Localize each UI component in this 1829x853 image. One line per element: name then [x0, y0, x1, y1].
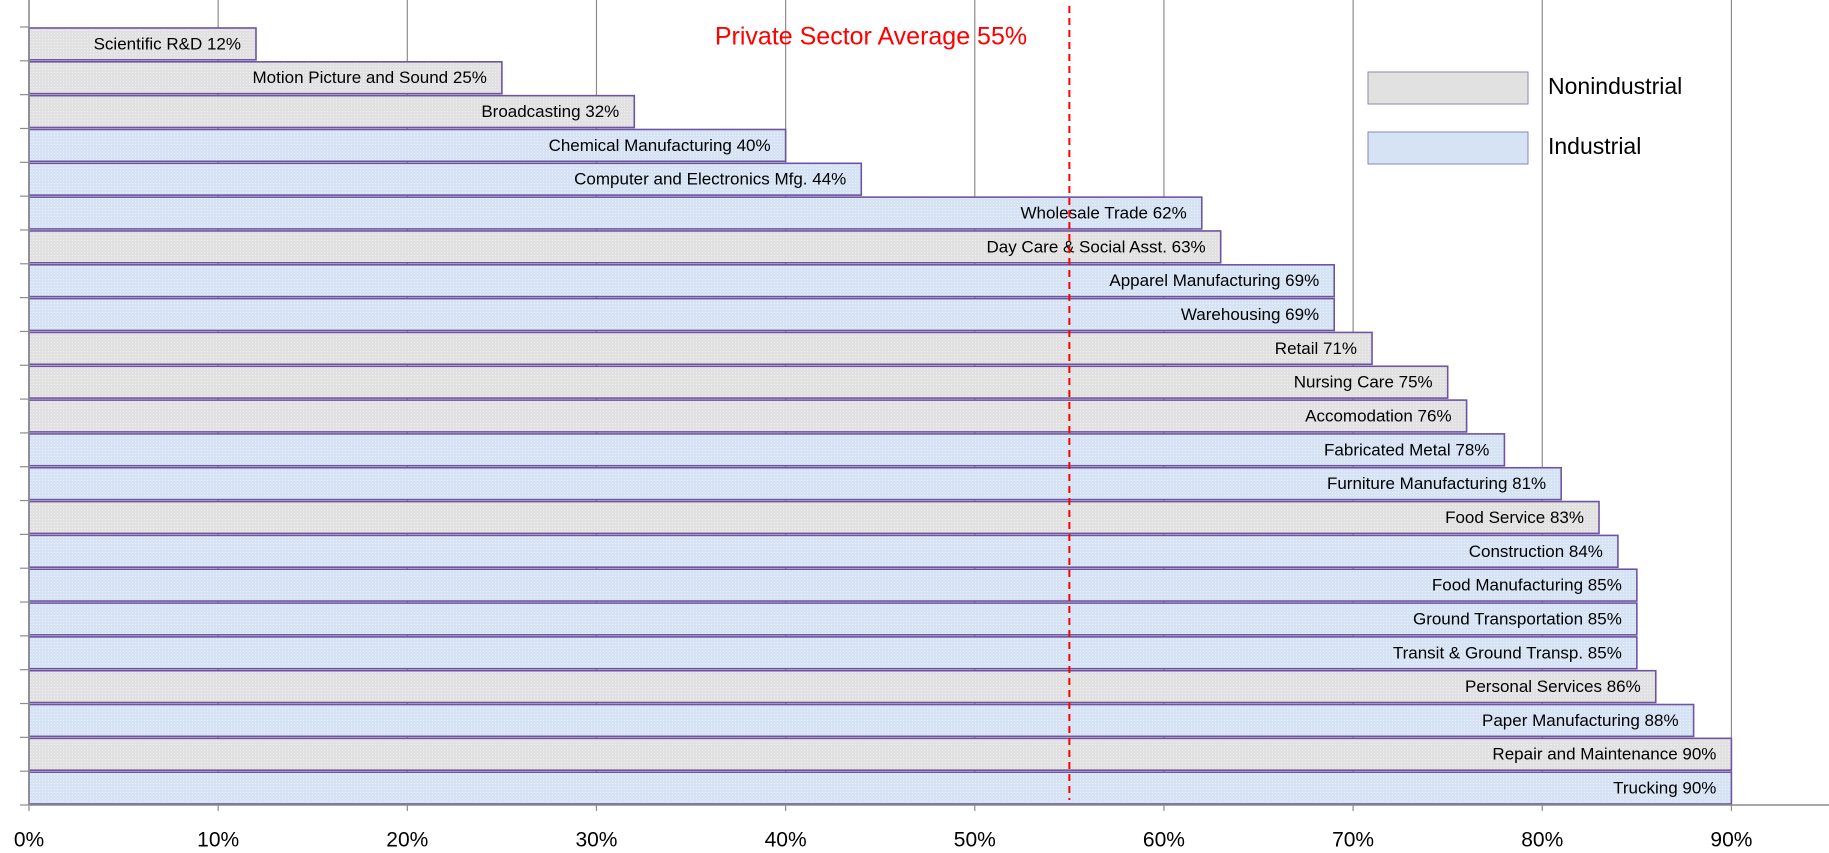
bar-label: Chemical Manufacturing 40%	[549, 136, 771, 155]
x-tick-label: 90%	[1710, 829, 1752, 852]
bar-texture	[29, 231, 1220, 262]
bar-label: Trucking 90%	[1613, 779, 1716, 798]
bar-label: Retail 71%	[1275, 339, 1357, 358]
bar-label: Day Care & Social Asst. 63%	[986, 237, 1205, 256]
legend-swatch	[1367, 71, 1529, 105]
bar-label: Nursing Care 75%	[1294, 373, 1433, 392]
bar-label: Personal Services 86%	[1465, 677, 1641, 696]
bar-label: Food Manufacturing 85%	[1432, 576, 1622, 595]
bar-texture	[29, 536, 1617, 567]
bar-texture	[29, 604, 1636, 634]
x-tick-label: 0%	[14, 829, 44, 852]
x-tick-label: 50%	[954, 829, 996, 852]
x-tick-label: 20%	[386, 829, 428, 852]
legend-label: Industrial	[1548, 133, 1641, 159]
bar-label: Repair and Maintenance 90%	[1492, 745, 1716, 764]
bar-texture	[29, 637, 1636, 668]
bar-texture	[29, 468, 1561, 499]
x-tick-label: 80%	[1521, 829, 1563, 852]
bar-label: Computer and Electronics Mfg. 44%	[574, 170, 846, 189]
bar-label: Fabricated Metal 78%	[1324, 440, 1489, 459]
reference-label: Private Sector Average 55%	[715, 23, 1027, 51]
x-tick-label: 60%	[1143, 829, 1185, 852]
bar-texture	[29, 773, 1731, 803]
bar-texture	[29, 333, 1372, 364]
bar-texture	[29, 434, 1504, 465]
bar-texture	[29, 96, 634, 127]
bar-texture	[29, 705, 1693, 736]
x-tick-label: 70%	[1332, 829, 1374, 852]
bar-texture	[29, 739, 1731, 770]
bar-texture	[29, 164, 861, 195]
legend-swatch	[1367, 131, 1529, 165]
bar-texture	[29, 299, 1334, 330]
bar-texture	[29, 265, 1334, 296]
bar-label: Furniture Manufacturing 81%	[1327, 474, 1546, 493]
x-tick-label: 30%	[575, 829, 617, 852]
bar-label: Food Service 83%	[1445, 508, 1584, 527]
bar-label: Motion Picture and Sound 25%	[253, 68, 487, 87]
bar-texture	[29, 130, 785, 161]
bar-texture	[29, 62, 501, 93]
bar-label: Wholesale Trade 62%	[1020, 204, 1186, 223]
bar-texture	[29, 671, 1655, 702]
bar-label: Transit & Ground Transp. 85%	[1393, 643, 1622, 662]
bar-texture	[29, 502, 1599, 533]
bar-label: Construction 84%	[1469, 542, 1603, 561]
bar-label: Warehousing 69%	[1181, 305, 1319, 324]
bar-texture	[29, 29, 255, 59]
bar-label: Broadcasting 32%	[481, 102, 619, 121]
bar-texture	[29, 198, 1201, 228]
bar-label: Accomodation 76%	[1305, 406, 1451, 425]
bar-texture	[29, 570, 1636, 601]
legend-label: Nonindustrial	[1548, 73, 1682, 99]
bar-texture	[29, 367, 1447, 398]
bar-label: Ground Transportation 85%	[1413, 609, 1622, 628]
bar-label: Scientific R&D 12%	[94, 34, 241, 53]
bar-texture	[29, 401, 1466, 431]
x-tick-label: 10%	[197, 829, 239, 852]
x-tick-label: 40%	[765, 829, 807, 852]
bar-label: Apparel Manufacturing 69%	[1109, 271, 1319, 290]
bar-label: Paper Manufacturing 88%	[1482, 711, 1679, 730]
